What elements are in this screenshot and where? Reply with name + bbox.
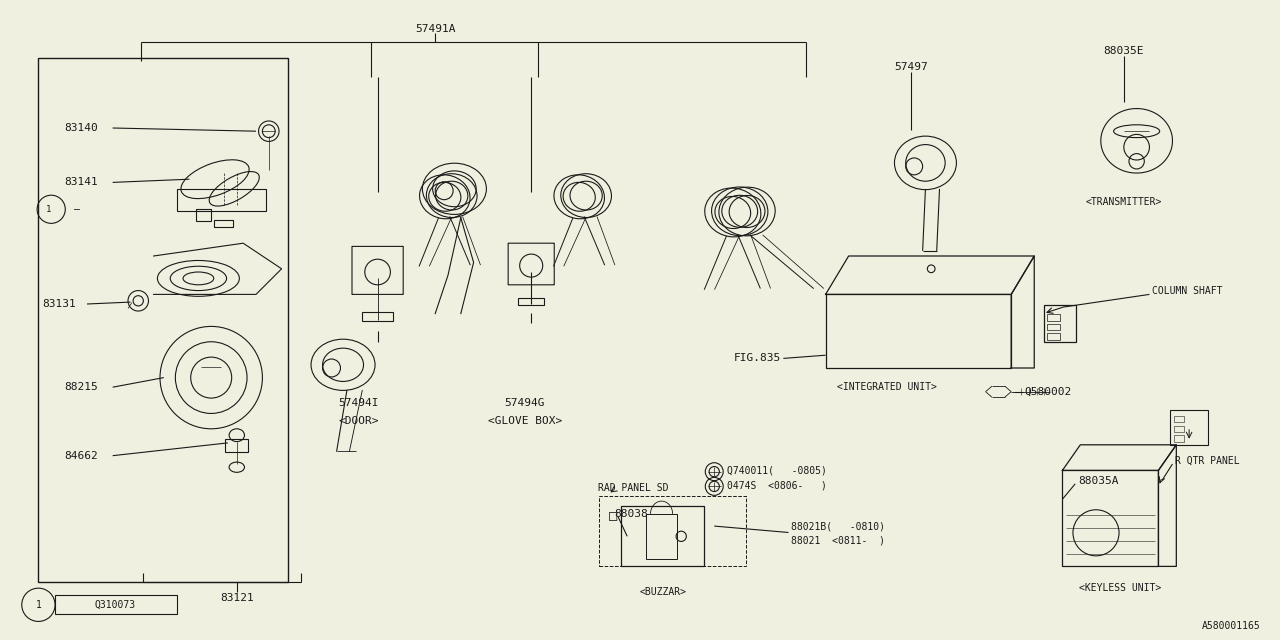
Bar	[362, 312, 393, 321]
Text: R QTR PANEL: R QTR PANEL	[1175, 456, 1239, 466]
Bar	[1044, 305, 1076, 342]
Text: Q580002: Q580002	[1024, 387, 1071, 397]
Text: 84662: 84662	[64, 451, 97, 461]
Text: 83121: 83121	[220, 593, 253, 604]
Text: 88021  <0811-  ): 88021 <0811- )	[791, 536, 884, 546]
Bar	[518, 298, 544, 305]
Bar	[1174, 426, 1184, 432]
Bar	[826, 294, 1011, 368]
Text: 88038: 88038	[614, 509, 648, 519]
Text: □: □	[608, 509, 617, 523]
Bar	[1174, 435, 1184, 442]
Bar	[599, 496, 746, 566]
Text: 1: 1	[36, 600, 41, 610]
Text: Q310073: Q310073	[95, 600, 136, 610]
Text: 88035E: 88035E	[1103, 46, 1144, 56]
Text: 1: 1	[46, 205, 51, 214]
Bar	[196, 209, 211, 221]
Bar	[225, 439, 248, 452]
Text: RAD PANEL SD: RAD PANEL SD	[598, 483, 668, 493]
Bar	[1047, 324, 1060, 330]
Text: 83140: 83140	[64, 123, 97, 133]
Bar	[214, 220, 233, 227]
Text: A580001165: A580001165	[1202, 621, 1261, 631]
Text: <KEYLESS UNIT>: <KEYLESS UNIT>	[1079, 582, 1161, 593]
Bar	[38, 58, 288, 582]
Text: —: —	[74, 204, 81, 214]
Text: 83141: 83141	[64, 177, 97, 188]
Text: <DOOR>: <DOOR>	[338, 416, 379, 426]
Bar	[1047, 314, 1060, 321]
Text: 83131: 83131	[42, 299, 76, 309]
Bar	[1062, 470, 1158, 566]
Bar	[1174, 416, 1184, 422]
Text: 57497: 57497	[895, 62, 928, 72]
Text: <GLOVE BOX>: <GLOVE BOX>	[488, 416, 562, 426]
Text: 57491A: 57491A	[415, 24, 456, 34]
Bar	[621, 506, 704, 566]
Text: 88215: 88215	[64, 382, 97, 392]
Text: <TRANSMITTER>: <TRANSMITTER>	[1085, 196, 1162, 207]
Text: Q740011(   -0805): Q740011( -0805)	[727, 465, 827, 476]
Bar	[646, 514, 677, 559]
Bar	[55, 595, 177, 614]
Text: 57494I: 57494I	[338, 398, 379, 408]
Text: 0474S  <0806-   ): 0474S <0806- )	[727, 480, 827, 490]
Text: 57494G: 57494G	[504, 398, 545, 408]
Text: <INTEGRATED UNIT>: <INTEGRATED UNIT>	[837, 382, 937, 392]
Text: 88021B(   -0810): 88021B( -0810)	[791, 521, 884, 531]
Text: 88035A: 88035A	[1078, 476, 1119, 486]
Bar	[1170, 410, 1208, 445]
Text: <BUZZAR>: <BUZZAR>	[640, 587, 686, 597]
Text: COLUMN SHAFT: COLUMN SHAFT	[1152, 286, 1222, 296]
Bar	[177, 189, 266, 211]
Bar	[1047, 333, 1060, 340]
Text: FIG.835: FIG.835	[733, 353, 781, 364]
